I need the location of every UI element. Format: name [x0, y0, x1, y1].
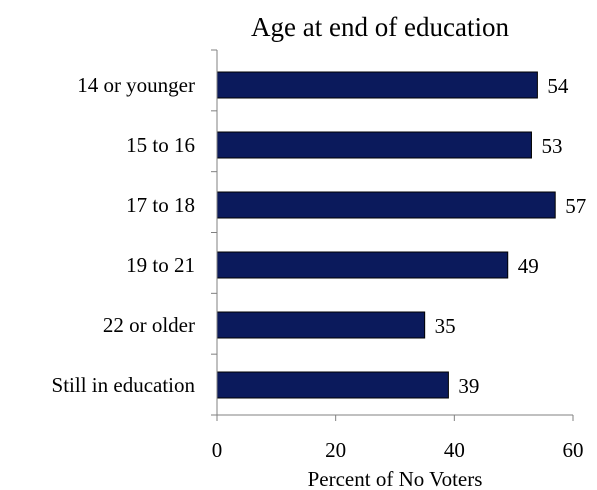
- bars-layer: [216, 71, 556, 399]
- category-label-0: 14 or younger: [77, 73, 195, 97]
- bar-2: [216, 191, 556, 219]
- x-axis-label: Percent of No Voters: [308, 467, 483, 490]
- category-label-3: 19 to 21: [126, 253, 195, 277]
- bar-5: [216, 371, 449, 399]
- category-label-2: 17 to 18: [126, 193, 195, 217]
- x-tick-label-2: 40: [444, 438, 465, 462]
- value-label-3: 49: [518, 254, 539, 278]
- x-tick-label-3: 60: [563, 438, 584, 462]
- axes-layer: 14 or younger 54 15 to 16 53 17 to 18 57 19 to…: [52, 49, 586, 462]
- value-label-0: 54: [547, 74, 569, 98]
- category-label-1: 15 to 16: [126, 133, 195, 157]
- chart-title: Age at end of education: [251, 12, 509, 42]
- category-label-5: Still in education: [52, 373, 196, 397]
- x-tick-label-1: 20: [325, 438, 346, 462]
- x-tick-label-0: 0: [212, 438, 223, 462]
- bar-4: [216, 311, 426, 339]
- bar-0: [216, 71, 538, 99]
- value-label-4: 35: [435, 314, 456, 338]
- value-label-2: 57: [565, 194, 586, 218]
- value-label-1: 53: [541, 134, 562, 158]
- value-label-5: 39: [458, 374, 479, 398]
- bar-3: [216, 251, 509, 279]
- category-label-4: 22 or older: [103, 313, 195, 337]
- bar-1: [216, 131, 532, 159]
